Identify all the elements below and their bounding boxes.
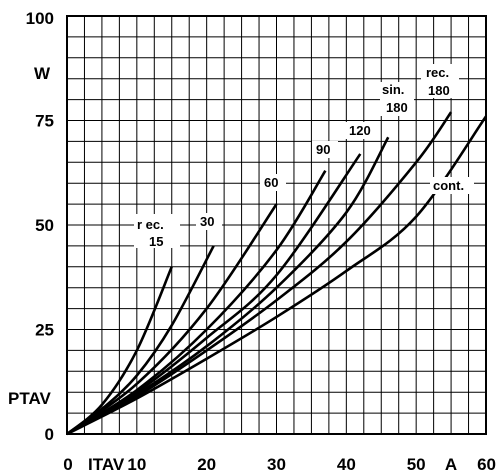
tick-labels: 0 10 20 30 40 50 60 0 25 50 75 100 <box>26 9 496 474</box>
x-tick-label: 0 <box>63 455 72 474</box>
curve-label-sin180-line2: 180 <box>386 100 408 115</box>
curve-label-cont: cont. <box>433 178 464 193</box>
series-curve-2 <box>66 203 278 436</box>
curve-label-60: 60 <box>264 175 278 190</box>
x-tick-label: 30 <box>267 455 286 474</box>
y-axis-label: PTAV <box>8 389 51 408</box>
y-tick-label: 25 <box>35 321 54 340</box>
curve-label-rec180-line1: rec. <box>426 65 449 80</box>
x-tick-label: 50 <box>407 455 426 474</box>
curve-label-120: 120 <box>349 123 371 138</box>
series-curve-6 <box>66 111 453 436</box>
y-tick-label: 50 <box>35 216 54 235</box>
curves <box>66 111 488 436</box>
y-unit-label: W <box>34 64 51 83</box>
curve-label-rec180-line2: 180 <box>428 83 450 98</box>
curve-labels: r ec. 15 30 60 90 120 sin. 180 rec. 180 … <box>134 64 474 249</box>
y-tick-label: 0 <box>45 425 54 444</box>
x-tick-label: 10 <box>127 455 146 474</box>
curve-label-rec15-line2: 15 <box>149 234 163 249</box>
series-curve-3 <box>66 169 327 436</box>
x-axis-label: ITAV <box>88 455 125 474</box>
y-tick-label: 100 <box>26 9 54 28</box>
y-tick-label: 75 <box>35 112 54 131</box>
x-tick-label: 20 <box>197 455 216 474</box>
series-curve-1 <box>66 245 215 436</box>
plot-frame <box>66 15 487 435</box>
curve-label-rec15-line1: r ec. <box>137 217 164 232</box>
x-unit-label: A <box>445 455 457 474</box>
x-tick-label: 40 <box>337 455 356 474</box>
series-curve-7 <box>66 115 488 436</box>
curve-label-90: 90 <box>316 142 330 157</box>
curve-label-sin180-line1: sin. <box>382 82 404 97</box>
curve-label-30: 30 <box>200 214 214 229</box>
series-curve-5 <box>66 136 390 436</box>
x-tick-label: 60 <box>477 455 496 474</box>
